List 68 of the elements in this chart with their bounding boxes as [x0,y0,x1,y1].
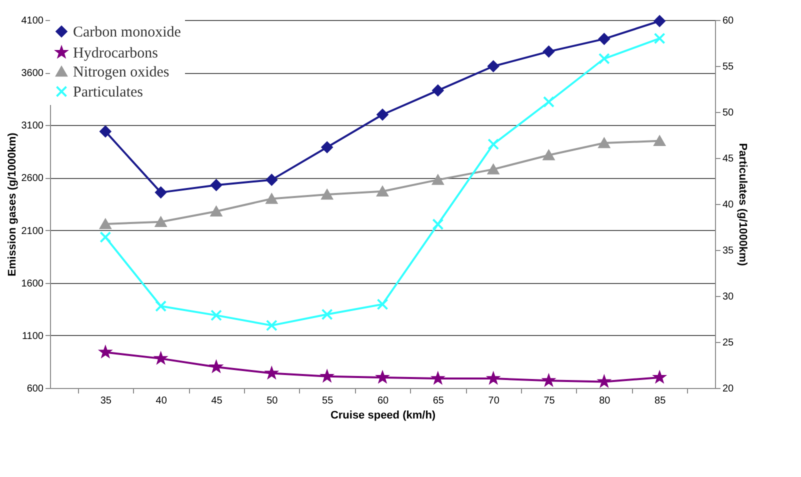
point [321,308,333,320]
y-tick-label: 600 [26,384,44,394]
legend-label: Carbon monoxide [73,24,182,40]
point [155,300,167,312]
point [210,179,222,191]
point [432,218,444,230]
y2-tick-label: 30 [722,292,734,302]
y2-tick-label: 60 [722,16,734,26]
x-tick-label: 50 [266,396,278,406]
x-tick-label: 75 [544,396,556,406]
x-tick-label: 80 [599,396,611,406]
point [488,60,500,72]
x-tick-label: 85 [654,396,666,406]
point [376,108,388,120]
x-tick-label: 65 [432,396,444,406]
legend-label: Nitrogen oxides [73,64,170,80]
y2-tick-label: 40 [722,200,734,210]
point [376,186,388,196]
y-tick-label: 1100 [22,330,44,342]
point [210,310,222,322]
point [321,141,333,153]
x-tick-label: 45 [211,396,223,406]
point [100,231,112,243]
y2-tick-label: 50 [722,108,734,118]
point [543,150,554,160]
point [598,33,610,45]
y2-tick-label: 55 [722,62,734,72]
x-tick-label: 40 [156,396,168,406]
y-tick-label: 4100 [21,16,44,26]
y2-tick-label: 45 [722,154,734,164]
x-axis-title: Cruise speed (km/h) [330,410,436,422]
point [100,126,112,138]
y2-tick-label: 20 [722,384,734,394]
legend-label: Particulates [73,84,144,100]
point [654,136,666,146]
y-tick-label: 3600 [21,68,44,80]
x-tick-label: 60 [377,396,389,406]
point [488,138,500,150]
legend-label: Hydrocarbons [73,46,158,62]
y-tick-label: 2100 [21,226,44,237]
point [432,174,444,185]
point [654,32,666,44]
y2-tick-label: 25 [722,338,734,348]
point [321,189,333,200]
point [598,52,610,64]
point [543,46,554,58]
point [266,174,278,186]
point [210,206,222,216]
point [266,320,278,332]
y-tick-label: 2600 [21,173,44,184]
point [100,218,112,230]
point [654,15,666,27]
y-tick-label: 3100 [21,120,44,132]
point [155,216,167,227]
point [432,84,444,96]
y-axis-title: Emission gases (g/1000km) [6,132,18,276]
point [376,298,388,310]
point [598,138,610,148]
y2-tick-label: 35 [722,246,734,256]
point [543,96,554,108]
y-tick-label: 1600 [21,278,44,290]
x-tick-label: 55 [322,396,334,406]
point [155,186,167,198]
point [488,164,500,174]
x-tick-label: 35 [100,396,112,406]
point [266,194,278,204]
y2-axis-title: Particulates (g/1000km) [736,143,749,266]
x-tick-label: 70 [488,396,500,406]
